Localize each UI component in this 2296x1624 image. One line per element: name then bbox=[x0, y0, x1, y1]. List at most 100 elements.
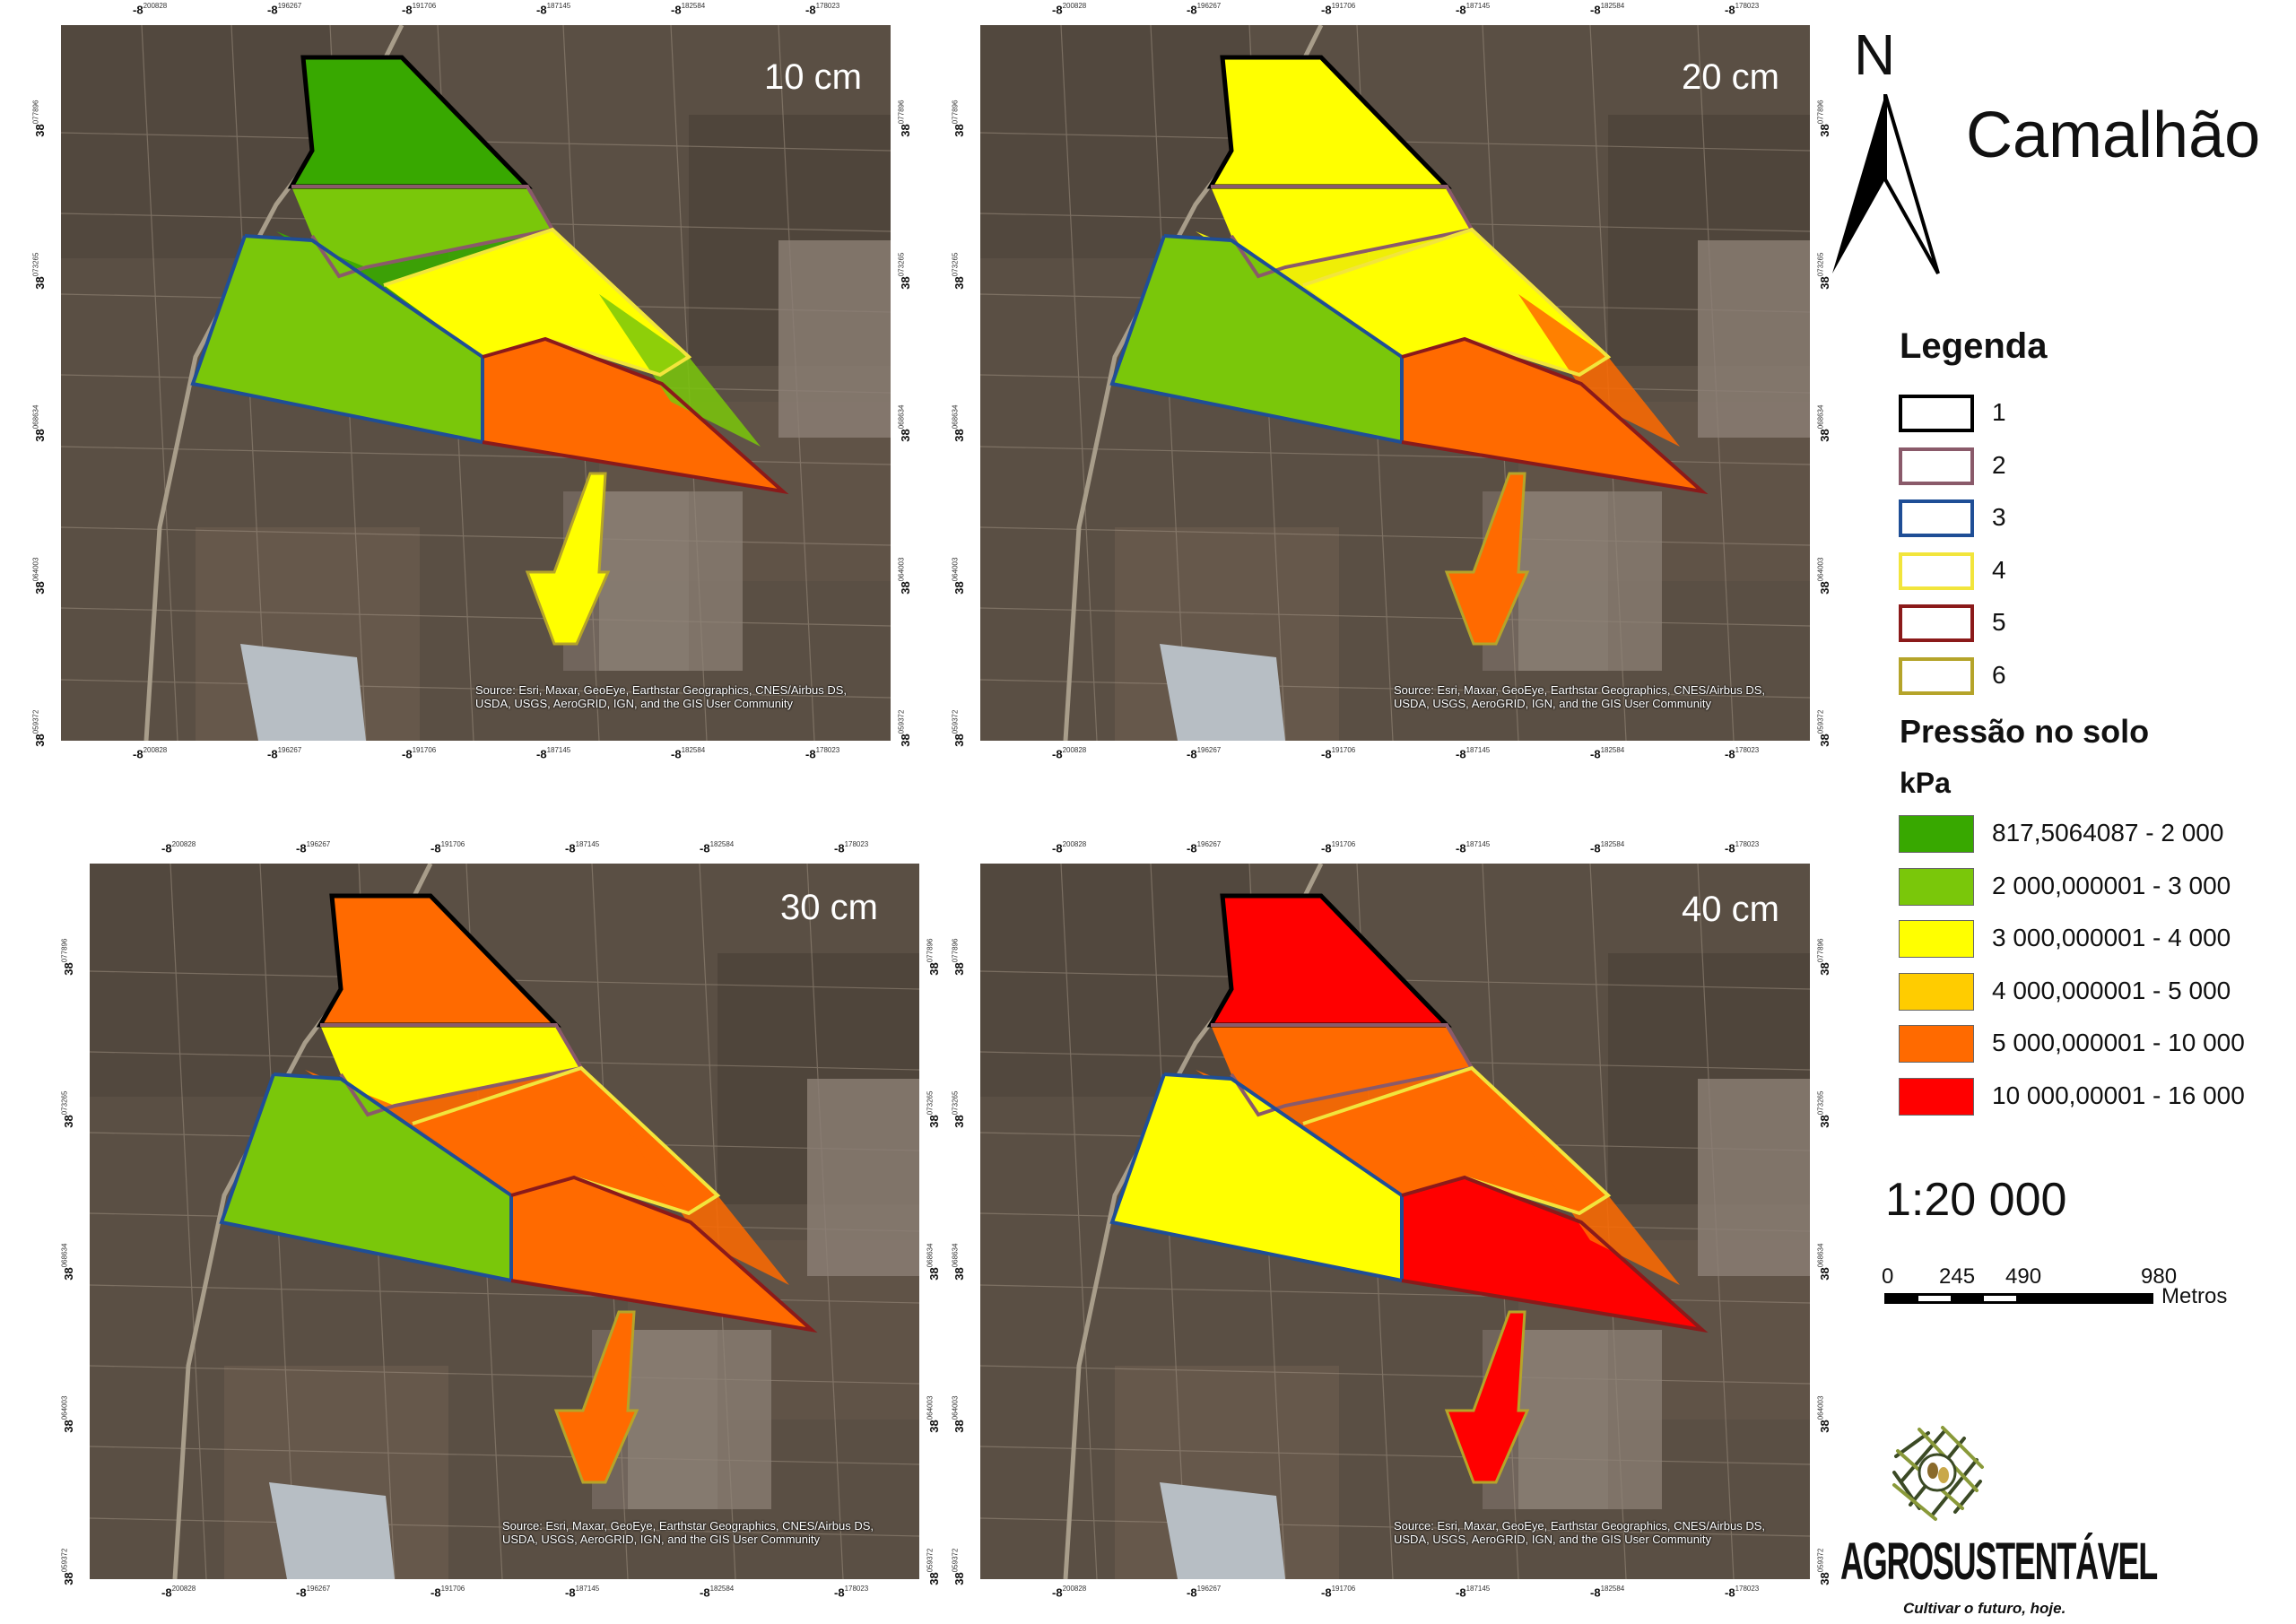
x-coord-label: -8182584 bbox=[700, 840, 735, 855]
zone-label: 3 bbox=[1992, 503, 2006, 531]
pressure-class-swatch bbox=[1899, 1077, 1974, 1116]
y-coord-label: 38068634 bbox=[60, 1243, 75, 1281]
pressure-unit: kPa bbox=[1900, 767, 1951, 799]
y-coord-label: 38077896 bbox=[60, 938, 75, 976]
pressure-class-item: 817,5064087 - 2 000 bbox=[1899, 815, 2275, 856]
x-coord-label: -8196267 bbox=[1187, 1585, 1222, 1600]
scale-tick-245: 245 bbox=[1939, 1264, 1976, 1289]
zone-swatch bbox=[1899, 447, 1974, 485]
zone-swatch bbox=[1899, 395, 1974, 432]
depth-label-30cm: 30 cm bbox=[780, 888, 878, 927]
map-svg-p20 bbox=[980, 25, 1810, 741]
x-coord-label: -8196267 bbox=[267, 746, 302, 761]
brand-tagline: Cultivar o futuro, hoje. bbox=[1903, 1600, 2066, 1617]
x-coord-label: -8178023 bbox=[834, 1585, 869, 1600]
x-coord-label: -8178023 bbox=[1725, 840, 1760, 855]
agrosustentavel-logo-icon bbox=[1889, 1424, 1986, 1521]
scale-bar-segments bbox=[1884, 1293, 2153, 1304]
pressure-class-item: 2 000,000001 - 3 000 bbox=[1899, 867, 2275, 909]
pressure-class-label: 4 000,000001 - 5 000 bbox=[1992, 976, 2231, 1004]
pressure-class-label: 5 000,000001 - 10 000 bbox=[1992, 1029, 2245, 1056]
x-coord-label: -8182584 bbox=[671, 746, 706, 761]
y-coord-label: 38068634 bbox=[926, 1243, 941, 1281]
zone-item: 6 bbox=[1899, 656, 2275, 699]
zone-swatch bbox=[1899, 604, 1974, 642]
y-coord-label: 38068634 bbox=[1816, 1243, 1831, 1281]
zone-swatch bbox=[1899, 551, 1974, 590]
zone-label: 5 bbox=[1992, 608, 2006, 636]
x-coord-label: -8187145 bbox=[536, 746, 571, 761]
y-coord-label: 38064003 bbox=[951, 557, 966, 595]
x-coord-label: -8187145 bbox=[1456, 1585, 1491, 1600]
y-coord-label: 38059372 bbox=[951, 1548, 966, 1585]
attribution-30cm: Source: Esri, Maxar, GeoEye, Earthstar G… bbox=[502, 1519, 874, 1546]
pressure-class-item: 5 000,000001 - 10 000 bbox=[1899, 1025, 2275, 1066]
zone-item: 1 bbox=[1899, 395, 2275, 436]
pressure-class-swatch bbox=[1899, 920, 1974, 958]
depth-label-40cm: 40 cm bbox=[1682, 890, 1779, 929]
x-coord-label: -8187145 bbox=[1456, 840, 1491, 855]
x-coord-label: -8191706 bbox=[1321, 1585, 1356, 1600]
y-coord-label: 38068634 bbox=[1816, 404, 1831, 442]
map-svg-p40 bbox=[980, 864, 1810, 1579]
x-coord-label: -8191706 bbox=[430, 1585, 465, 1600]
y-coord-label: 38059372 bbox=[951, 709, 966, 747]
y-coord-label: 38064003 bbox=[1816, 1395, 1831, 1433]
x-coord-label: -8191706 bbox=[430, 840, 465, 855]
x-coord-label: -8182584 bbox=[1590, 840, 1625, 855]
north-arrow-icon bbox=[1832, 94, 1940, 274]
y-coord-label: 38073265 bbox=[60, 1090, 75, 1128]
x-coord-label: -8187145 bbox=[1456, 746, 1491, 761]
y-coord-label: 38077896 bbox=[31, 100, 47, 137]
x-coord-label: -8196267 bbox=[296, 840, 331, 855]
y-coord-label: 38068634 bbox=[951, 404, 966, 442]
x-coord-label: -8182584 bbox=[671, 2, 706, 17]
x-coord-label: -8187145 bbox=[565, 1585, 600, 1600]
y-coord-label: 38073265 bbox=[1816, 1090, 1831, 1128]
map-svg-p10 bbox=[61, 25, 891, 741]
x-coord-label: -8191706 bbox=[402, 2, 437, 17]
x-coord-label: -8196267 bbox=[1187, 2, 1222, 17]
y-coord-label: 38077896 bbox=[1816, 938, 1831, 976]
pressure-class-item: 4 000,000001 - 5 000 bbox=[1899, 972, 2275, 1014]
map-panel-40cm bbox=[980, 864, 1810, 1579]
x-coord-label: -8196267 bbox=[296, 1585, 331, 1600]
attribution-10cm: Source: Esri, Maxar, GeoEye, Earthstar G… bbox=[475, 683, 847, 710]
pressure-class-label: 10 000,00001 - 16 000 bbox=[1992, 1081, 2245, 1109]
x-coord-label: -8200828 bbox=[133, 746, 168, 761]
x-coord-label: -8200828 bbox=[133, 2, 168, 17]
scale-tick-980: 980 bbox=[2141, 1264, 2178, 1289]
scale-tick-0: 0 bbox=[1882, 1264, 1894, 1289]
y-coord-label: 38064003 bbox=[60, 1395, 75, 1433]
y-coord-label: 38068634 bbox=[951, 1243, 966, 1281]
map-title: Camalhão bbox=[1966, 100, 2261, 171]
pressure-class-swatch bbox=[1899, 815, 1974, 853]
x-coord-label: -8182584 bbox=[700, 1585, 735, 1600]
attribution-20cm: Source: Esri, Maxar, GeoEye, Earthstar G… bbox=[1394, 683, 1765, 710]
scale-ratio: 1:20 000 bbox=[1885, 1174, 2067, 1226]
x-coord-label: -8200828 bbox=[1052, 746, 1087, 761]
y-coord-label: 38073265 bbox=[951, 252, 966, 290]
y-coord-label: 38059372 bbox=[1816, 1548, 1831, 1585]
y-coord-label: 38064003 bbox=[951, 1395, 966, 1433]
x-coord-label: -8182584 bbox=[1590, 1585, 1625, 1600]
zone-label: 1 bbox=[1992, 398, 2006, 426]
x-coord-label: -8178023 bbox=[834, 840, 869, 855]
zone-item: 2 bbox=[1899, 447, 2275, 489]
x-coord-label: -8200828 bbox=[1052, 840, 1087, 855]
pressure-class-item: 3 000,000001 - 4 000 bbox=[1899, 920, 2275, 961]
brand-name: AGROSUSTENTÁVEL bbox=[1840, 1533, 2158, 1591]
map-svg-p30 bbox=[90, 864, 919, 1579]
depth-label-20cm: 20 cm bbox=[1682, 57, 1779, 97]
y-coord-label: 38077896 bbox=[951, 100, 966, 137]
pressure-class-label: 817,5064087 - 2 000 bbox=[1992, 819, 2224, 847]
scale-unit: Metros bbox=[2161, 1284, 2228, 1308]
y-coord-label: 38064003 bbox=[31, 557, 47, 595]
y-coord-label: 38064003 bbox=[897, 557, 912, 595]
x-coord-label: -8200828 bbox=[1052, 2, 1087, 17]
x-coord-label: -8191706 bbox=[1321, 840, 1356, 855]
zone-swatch bbox=[1899, 499, 1974, 537]
x-coord-label: -8191706 bbox=[402, 746, 437, 761]
zone-item: 4 bbox=[1899, 551, 2275, 594]
pressure-class-label: 3 000,000001 - 4 000 bbox=[1992, 924, 2231, 951]
